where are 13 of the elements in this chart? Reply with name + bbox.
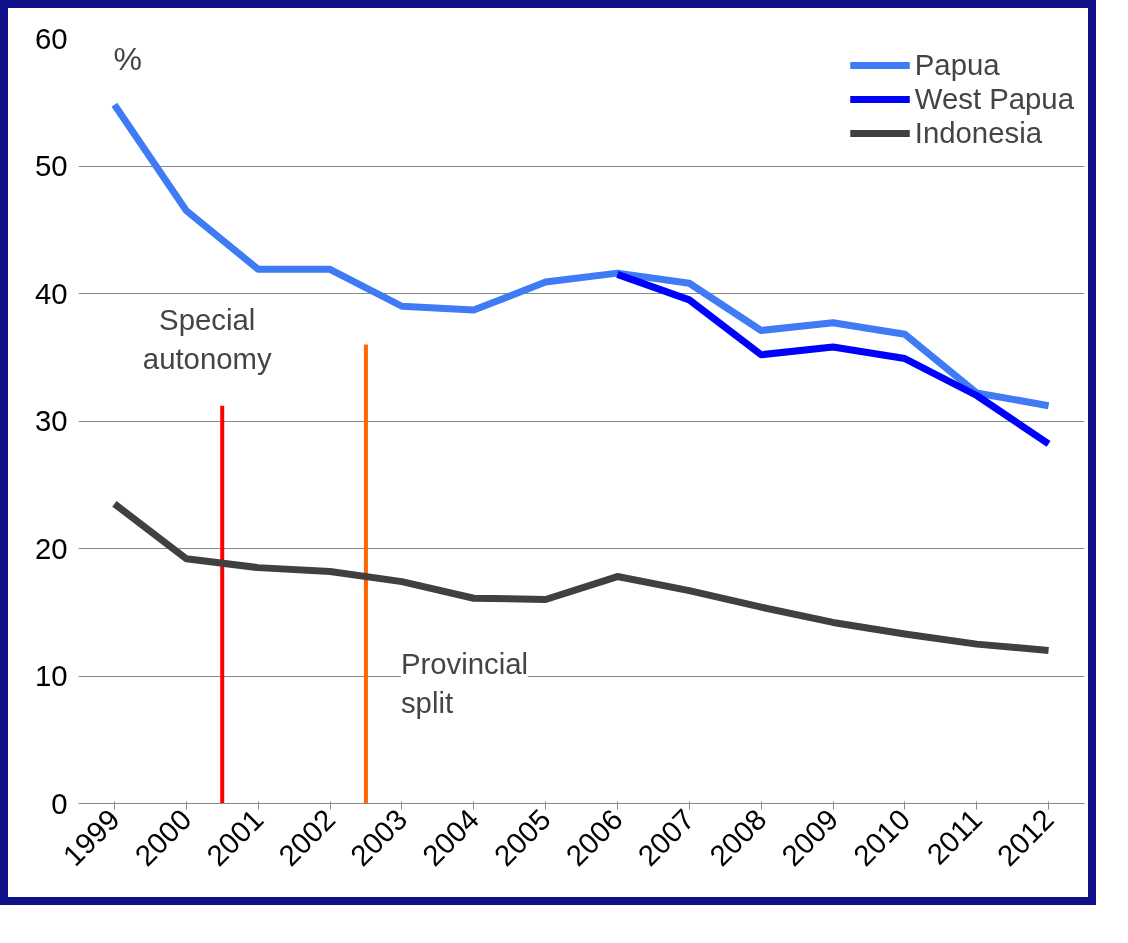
y-tick-label: 10 [34, 659, 68, 692]
ref-line-label: Special autonomy [142, 302, 272, 376]
y-axis-title: % [113, 40, 142, 77]
y-tick-label: 0 [51, 786, 68, 820]
legend-label: West Papua [914, 82, 1074, 116]
y-tick-label: 60 [34, 21, 68, 55]
y-tick-label: 20 [34, 531, 68, 565]
legend-label: Indonesia [914, 116, 1042, 150]
y-tick-label: 50 [34, 149, 68, 182]
y-tick-label: 40 [34, 276, 68, 310]
legend-label: Papua [914, 48, 1000, 82]
ref-line-label: Provincial split [400, 646, 529, 720]
y-tick-label: 30 [34, 404, 68, 437]
